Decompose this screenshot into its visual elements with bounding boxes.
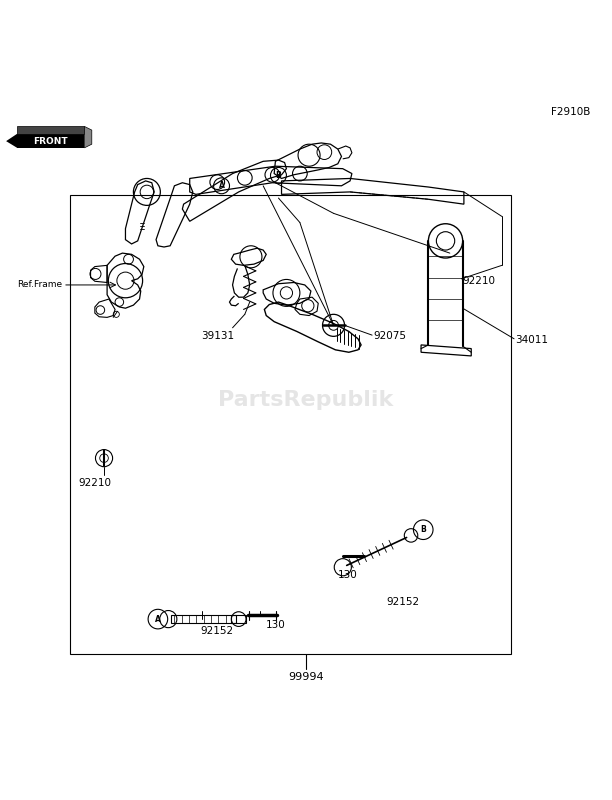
Text: 130: 130 <box>266 620 285 630</box>
Text: A: A <box>218 182 225 190</box>
Text: 92075: 92075 <box>373 331 406 342</box>
Text: Ref.Frame: Ref.Frame <box>17 281 62 290</box>
Text: A: A <box>155 614 161 623</box>
Text: 92210: 92210 <box>463 276 496 286</box>
Text: 92210: 92210 <box>78 478 111 488</box>
Polygon shape <box>17 134 84 148</box>
Text: 92152: 92152 <box>201 626 234 637</box>
Text: 99994: 99994 <box>288 672 324 682</box>
Polygon shape <box>17 126 84 134</box>
Bar <box>70 195 511 654</box>
Polygon shape <box>6 134 17 148</box>
Text: 92152: 92152 <box>387 597 420 607</box>
Text: B: B <box>420 526 426 534</box>
Text: 130: 130 <box>338 570 357 580</box>
Bar <box>231 615 246 623</box>
Text: 39131: 39131 <box>201 331 234 342</box>
Text: F2910B: F2910B <box>551 107 591 118</box>
Text: B: B <box>275 171 282 180</box>
Text: 34011: 34011 <box>515 335 548 345</box>
Polygon shape <box>84 126 92 148</box>
Text: PartsRepublik: PartsRepublik <box>218 390 394 410</box>
Text: FRONT: FRONT <box>34 137 68 146</box>
